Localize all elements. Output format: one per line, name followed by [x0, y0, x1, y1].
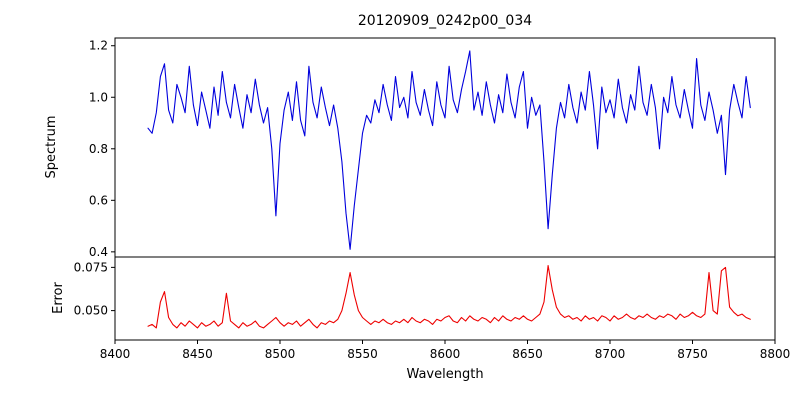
x-tick-label: 8700	[595, 347, 626, 361]
error-panel-frame	[114, 256, 776, 341]
y-tick-label: 0.8	[89, 142, 108, 156]
x-axis-label: Wavelength	[406, 367, 483, 382]
x-tick-label: 8500	[265, 347, 296, 361]
y-tick-label: 0.4	[89, 245, 108, 259]
x-tick-label: 8550	[347, 347, 378, 361]
x-tick-label: 8600	[430, 347, 461, 361]
x-tick-label: 8800	[760, 347, 791, 361]
y-tick-label: 1.2	[89, 39, 108, 53]
spectrum-line	[147, 50, 751, 250]
y-tick-label: 1.0	[89, 90, 108, 104]
y-tick-label: 0.050	[74, 304, 108, 318]
x-tick-label: 8750	[677, 347, 708, 361]
x-tick-label: 8450	[182, 347, 213, 361]
chart-title: 20120909_0242p00_034	[358, 13, 532, 29]
y-tick-label: 0.6	[89, 193, 108, 207]
x-tick-label: 8400	[100, 347, 131, 361]
error-y-axis-label: Error	[51, 282, 66, 314]
y-tick-label: 0.075	[74, 260, 108, 274]
x-tick-label: 8650	[512, 347, 543, 361]
spectrum-panel-frame	[114, 37, 776, 258]
spectrum-y-axis-label: Spectrum	[44, 116, 59, 179]
error-line	[147, 265, 751, 329]
